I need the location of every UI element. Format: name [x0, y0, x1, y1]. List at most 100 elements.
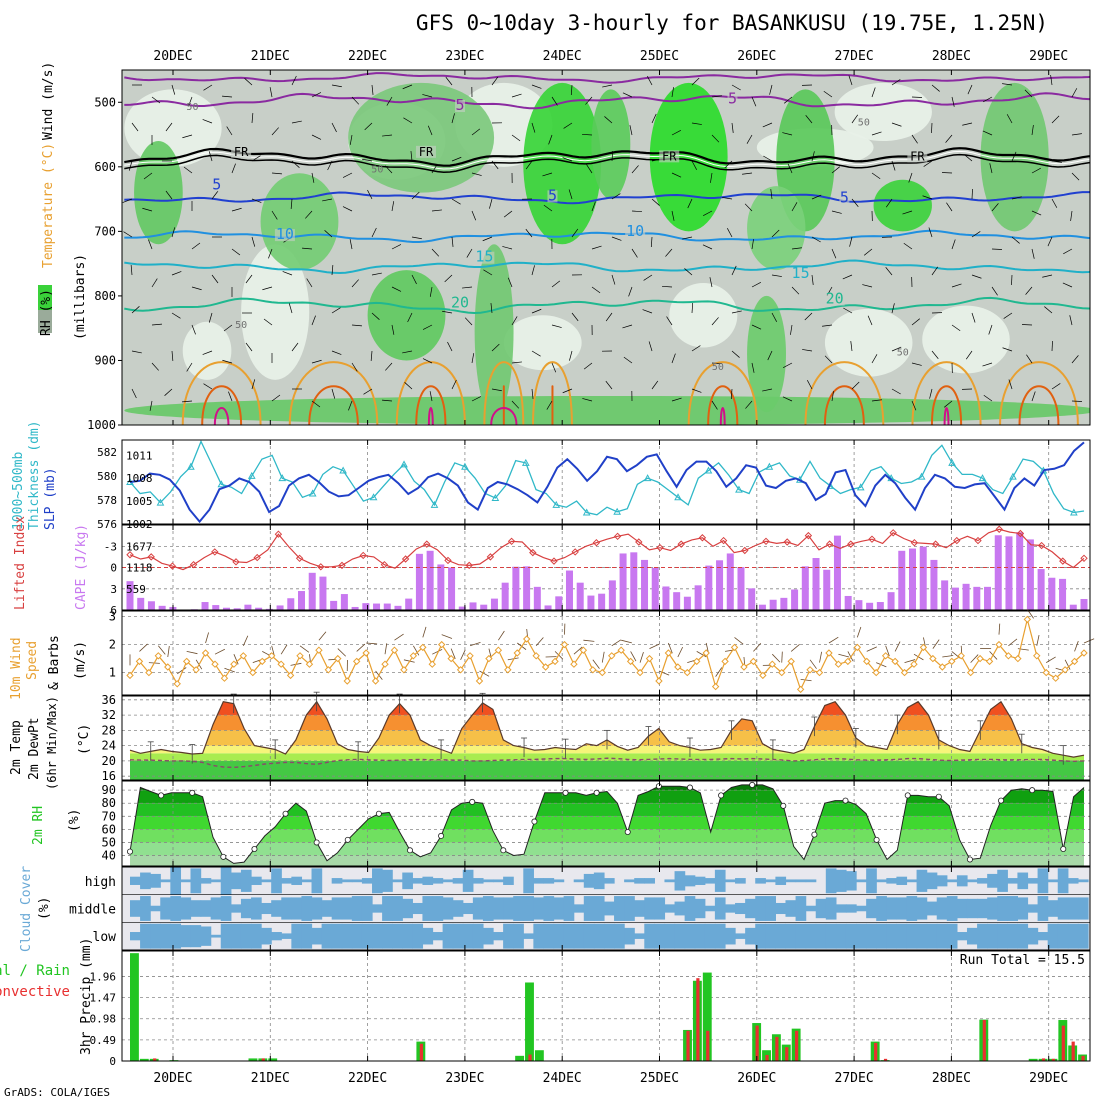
cloud-high-cell — [1067, 878, 1079, 884]
wind-barb — [411, 274, 417, 285]
precip-total-bar — [525, 982, 534, 1061]
date-label-bottom: 21DEC — [251, 1071, 290, 1086]
wind10-point — [948, 657, 956, 666]
wind10-point — [258, 657, 266, 666]
lifted-index-point — [741, 546, 749, 555]
slp-point — [917, 472, 926, 480]
panel-frame — [121, 69, 1091, 426]
wind-barb — [971, 231, 981, 238]
wind10-point — [966, 668, 975, 677]
date-label-top: 21DEC — [251, 49, 290, 64]
contour-label-bg — [450, 297, 471, 310]
contour-label-bg — [727, 93, 738, 106]
rh-point — [127, 848, 134, 855]
wind10-point — [381, 660, 389, 668]
rh-point — [531, 818, 538, 825]
cape-bar — [276, 605, 284, 610]
cloud-middle-cell — [462, 902, 474, 915]
slp-point — [308, 489, 317, 497]
cloud-low-cell — [412, 923, 424, 949]
wind-barb — [671, 129, 681, 136]
wind-barb — [651, 198, 660, 206]
wind10-barb — [781, 651, 783, 663]
lifted-index-point — [295, 554, 304, 562]
y-tick-label: 1000 — [87, 418, 116, 432]
cloud-low-cell — [372, 923, 383, 949]
wind10-barb — [753, 642, 762, 652]
wind10-point — [371, 677, 380, 685]
wind-barb — [967, 84, 973, 95]
cloud-middle-cell — [180, 897, 192, 920]
cloud-high-cell — [966, 879, 978, 883]
wind-barb — [291, 120, 302, 124]
lifted-index-point — [168, 562, 177, 570]
wind-barb — [687, 198, 693, 209]
panel-frame — [121, 950, 1091, 1062]
cape-bar — [426, 550, 434, 610]
cloud-middle-cell — [281, 897, 292, 920]
wind-barb — [491, 388, 502, 392]
precip-total-bar — [248, 1058, 258, 1061]
rh-moist-zone — [124, 395, 1090, 425]
lifted-index-point — [380, 560, 389, 569]
wind10-point — [494, 646, 503, 654]
wind-barb — [311, 134, 322, 140]
cloud-middle-cell — [261, 902, 272, 915]
cloud-middle-cell — [896, 897, 908, 920]
precip-convective-bar — [755, 1025, 759, 1061]
cloud-high-cell — [553, 879, 565, 883]
wind-barb — [331, 84, 342, 88]
cloud-low-cell — [1057, 923, 1069, 949]
cape-bar — [490, 598, 498, 610]
wind10-barb — [828, 636, 839, 644]
cloud-high-cell — [422, 876, 434, 885]
wind-barb — [288, 303, 293, 314]
wind-barb — [291, 75, 297, 86]
lifted-index-point — [783, 538, 791, 546]
cloud-high-cell — [977, 878, 988, 884]
wind10-point — [891, 657, 899, 666]
cloud-high-cell — [694, 876, 706, 885]
cape-bar — [362, 603, 370, 610]
wind-barb — [407, 312, 413, 323]
slp-point — [217, 480, 226, 488]
wind-barb — [923, 160, 933, 167]
wind-barb — [665, 248, 673, 257]
contour-freezing-inner — [124, 150, 1090, 170]
wind-barb — [691, 345, 701, 352]
rh-moist-zone — [134, 141, 183, 245]
wind-barb — [928, 227, 933, 238]
cloud-low-cell — [856, 923, 867, 949]
wind-barb — [223, 324, 233, 332]
wind-barb — [211, 274, 219, 284]
wind-barb — [191, 242, 201, 250]
cloud-middle-cell — [735, 902, 746, 915]
contour-temp-30 — [201, 385, 243, 425]
contour-label-bg — [907, 150, 928, 163]
lifted-index-point — [889, 529, 897, 537]
wind-barb — [848, 75, 853, 86]
temp-band — [130, 715, 1084, 731]
cloud-low-cell — [180, 925, 192, 948]
wind-barb — [951, 239, 956, 250]
y-tick-left: -3 — [104, 540, 117, 553]
wind-barb — [791, 202, 798, 212]
wind-barb — [1071, 400, 1083, 402]
wind-barb — [731, 84, 741, 91]
wind-barb — [570, 84, 573, 96]
rh-moist-zone — [523, 82, 602, 245]
wind-barb — [208, 312, 213, 323]
wind-barb — [646, 76, 653, 86]
wind10-barb — [337, 648, 346, 657]
wind-barb — [442, 310, 453, 314]
wind10-point — [853, 643, 862, 652]
rh-point — [344, 836, 351, 843]
temp-band — [130, 760, 1084, 780]
wind-barb — [382, 134, 393, 137]
rh-point — [500, 847, 507, 854]
rh2m-unit-label: (%) — [67, 809, 82, 832]
wind-barb — [142, 207, 153, 212]
wind-barb — [164, 388, 173, 396]
cape-bar — [705, 565, 713, 610]
cloud-middle-cell — [946, 896, 958, 921]
